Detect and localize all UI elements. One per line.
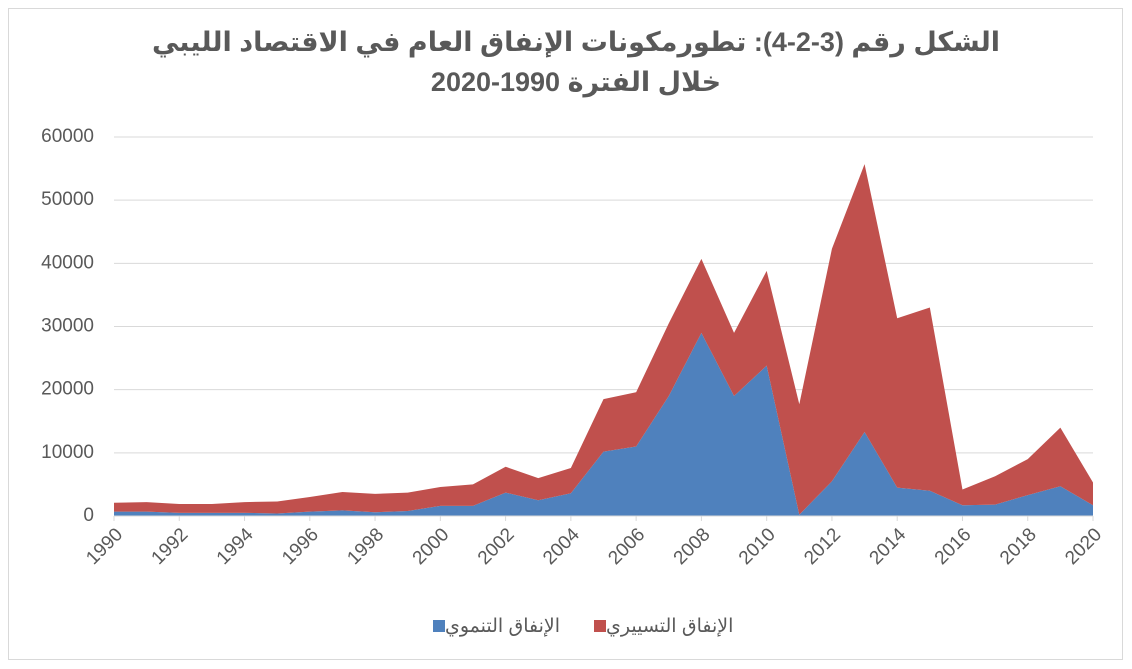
y-tick-label: 20000 <box>41 379 94 400</box>
y-tick-label: 50000 <box>41 189 94 210</box>
y-tick-label: 60000 <box>41 126 94 147</box>
legend-label: الإنفاق التسييري <box>606 616 733 637</box>
chart-title: الشكل رقم (3-2-4): تطورمكونات الإنفاق ال… <box>152 27 1000 58</box>
chart-title: خلال الفترة 1990-2020 <box>431 67 721 98</box>
legend-label: الإنفاق التنموي <box>445 616 560 637</box>
legend-swatch <box>433 620 445 632</box>
area <box>114 164 1093 515</box>
legend-swatch <box>594 620 606 632</box>
y-tick-label: 10000 <box>41 442 94 463</box>
area <box>114 332 1093 516</box>
y-tick-label: 30000 <box>41 316 94 337</box>
y-tick-label: 0 <box>83 505 94 526</box>
chart-border <box>8 8 1123 660</box>
y-tick-label: 40000 <box>41 252 94 273</box>
